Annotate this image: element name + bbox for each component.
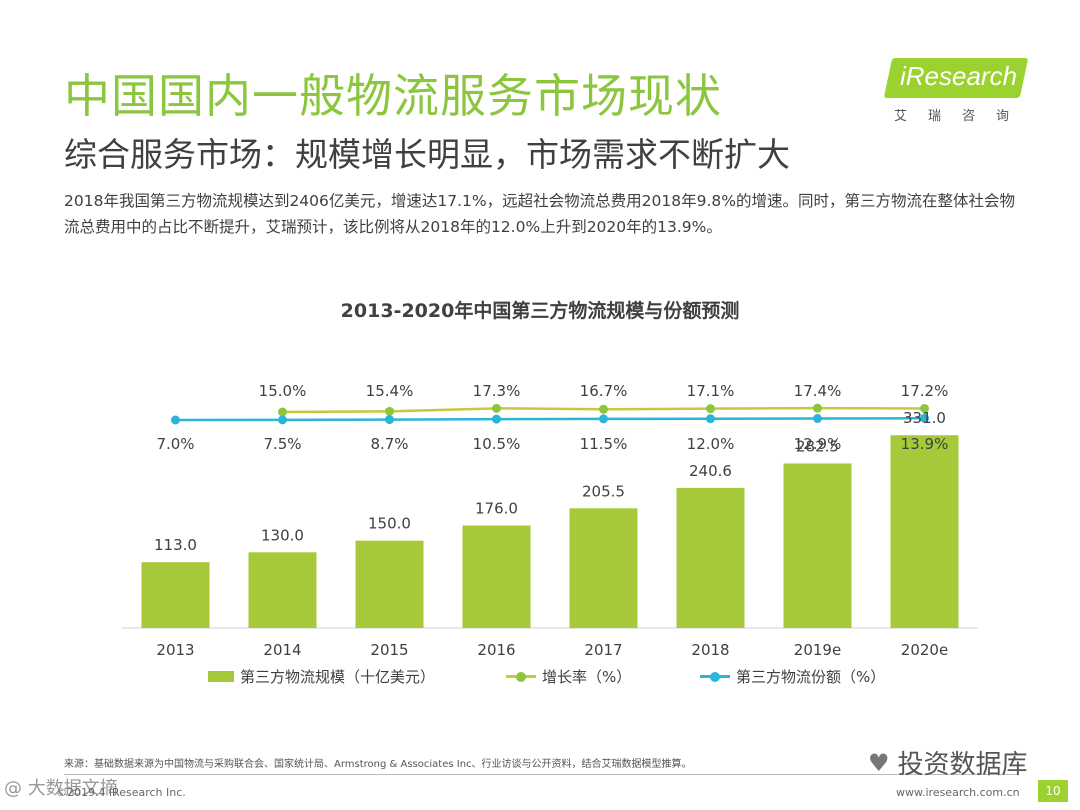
growth-label-2018: 17.1%	[687, 382, 735, 400]
share-point-2014	[278, 415, 287, 425]
iresearch-logo: iResearch 艾瑞咨询	[883, 58, 1038, 128]
growth-point-2018	[706, 404, 715, 414]
share-label-2018: 12.0%	[687, 435, 735, 453]
page-title: 中国国内一般物流服务市场现状	[64, 69, 722, 123]
footer-divider	[64, 774, 1018, 775]
share-point-2015	[385, 415, 394, 425]
share-label-2017: 11.5%	[580, 435, 628, 453]
bar-2015	[355, 540, 424, 628]
legend-label-share: 第三方物流份额（%）	[736, 668, 886, 686]
website: www.iresearch.com.cn	[896, 786, 1020, 799]
x-tick-2014: 2014	[263, 641, 301, 659]
bar-label-2020e: 331.0	[903, 409, 946, 427]
share-label-2019e: 12.9%	[794, 435, 842, 453]
growth-label-2020e: 17.2%	[901, 382, 949, 400]
growth-point-2016	[492, 403, 501, 413]
logistics-chart: 2013-2020年中国第三方物流规模与份额预测 113.0 2013 130.0 2…	[122, 299, 978, 659]
growth-point-2019e	[813, 403, 822, 413]
share-label-2016: 10.5%	[473, 435, 521, 453]
bar-label-2014: 130.0	[261, 526, 304, 544]
bar-2017	[569, 508, 638, 628]
wechat-icon: ♥	[868, 748, 890, 777]
share-point-2018	[706, 414, 715, 424]
legend-item-growth: 增长率（%）	[506, 666, 631, 687]
share-label-2013: 7.0%	[156, 435, 194, 453]
chart-title: 2013-2020年中国第三方物流规模与份额预测	[341, 299, 740, 322]
bar-label-2018: 240.6	[689, 462, 732, 480]
page-description: 2018年我国第三方物流规模达到2406亿美元，增速达17.1%，远超社会物流总…	[64, 192, 1015, 236]
x-tick-2020e: 2020e	[901, 641, 948, 659]
bar-label-2016: 176.0	[475, 500, 518, 518]
x-tick-2013: 2013	[156, 641, 194, 659]
growth-label-2017: 16.7%	[580, 382, 628, 400]
copyright: ©2019.4 iResearch Inc.	[56, 786, 186, 799]
bar-2014	[248, 552, 317, 628]
share-point-2020e	[920, 413, 929, 423]
x-tick-2018: 2018	[691, 641, 729, 659]
share-point-2013	[171, 415, 180, 425]
watermark: ♥ 投资数据库	[868, 744, 1028, 781]
page-number: 10	[1038, 780, 1068, 802]
bar-label-2015: 150.0	[368, 515, 411, 533]
legend-item-share: 第三方物流份额（%）	[700, 666, 885, 687]
growth-point-2015	[385, 406, 394, 416]
watermark-text: 投资数据库	[897, 750, 1028, 780]
share-point-2017	[599, 414, 608, 424]
legend-label-scale: 第三方物流规模（十亿美元）	[240, 668, 436, 686]
bar-2019e	[783, 463, 852, 628]
bar-2013	[141, 562, 210, 628]
growth-label-2016: 17.3%	[473, 382, 521, 400]
share-label-2015: 8.7%	[370, 435, 408, 453]
source-note: 来源：基础数据来源为中国物流与采购联合会、国家统计局、Armstrong & A…	[64, 759, 692, 770]
x-tick-2017: 2017	[584, 641, 622, 659]
growth-point-2014	[278, 407, 287, 417]
legend-swatch-bar	[208, 671, 234, 682]
page-subtitle: 综合服务市场：规模增长明显，市场需求不断扩大	[64, 135, 790, 174]
share-label-2014: 7.5%	[263, 435, 301, 453]
share-point-2019e	[813, 414, 822, 424]
share-line	[175, 417, 925, 422]
legend-item-scale: 第三方物流规模（十亿美元）	[208, 666, 435, 687]
growth-point-2020e	[920, 403, 929, 413]
x-tick-2015: 2015	[370, 641, 408, 659]
growth-label-2019e: 17.4%	[794, 382, 842, 400]
legend-line-growth	[506, 671, 536, 682]
bar-2016	[462, 525, 531, 628]
bar-2020e	[890, 435, 959, 628]
legend-label-growth: 增长率（%）	[542, 668, 632, 686]
chart-legend: 第三方物流规模（十亿美元） 增长率（%） 第三方物流份额（%）	[0, 666, 1080, 690]
bar-label-2019e: 282.5	[796, 437, 839, 455]
bar-label-2017: 205.5	[582, 482, 625, 500]
growth-point-2017	[599, 404, 608, 414]
logo-text: iResearch	[900, 61, 1018, 91]
share-label-2020e: 13.9%	[901, 435, 949, 453]
x-tick-2019e: 2019e	[794, 641, 841, 659]
watermark-left: @ 大数据文摘	[4, 778, 118, 799]
legend-line-share	[700, 671, 730, 682]
growth-label-2015: 15.4%	[366, 382, 414, 400]
legend-dot-growth	[516, 671, 526, 682]
bar-2018	[676, 487, 745, 628]
x-tick-2016: 2016	[477, 641, 515, 659]
share-point-2016	[492, 414, 501, 424]
legend-dot-share	[710, 671, 720, 682]
growth-label-2014: 15.0%	[259, 382, 307, 400]
logo-cn-text: 艾瑞咨询	[894, 109, 1031, 124]
bar-label-2013: 113.0	[154, 536, 197, 554]
